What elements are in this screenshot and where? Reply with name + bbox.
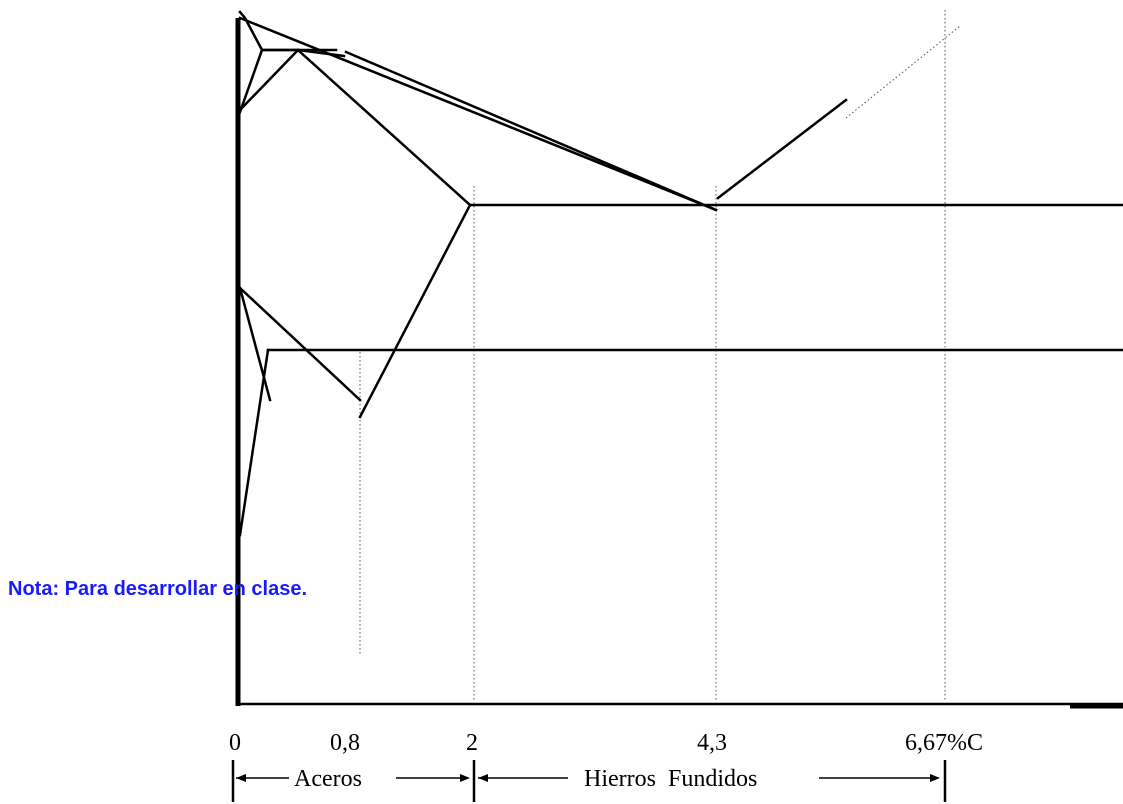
x-tick-4-3: 4,3 [697,730,727,756]
cast-iron-range-label: Hierros Fundidos [584,766,757,792]
composition-guides [359,10,961,700]
x-tick-6-67: 6,67%C [905,730,983,756]
liquidus-austenite [238,16,718,212]
steels-range-label: Aceros [294,766,362,792]
liquidus-segment [344,50,718,212]
class-note: Nota: Para desarrollar en clase. [8,578,307,600]
x-tick-0-8: 0,8 [330,730,360,756]
x-tick-labels: 0 0,8 2 4,3 6,67%C [229,730,983,756]
ferrite-solvus [238,348,270,537]
steels-arrow-left-head [236,774,246,782]
x-tick-2: 2 [466,730,478,756]
delta-solvus-low [238,48,300,112]
a3-line [238,286,362,402]
axes [235,18,1123,709]
range-indicators: Aceros Hierros Fundidos [231,760,947,802]
cast-iron-arrow-right-head [930,774,940,782]
solidus-austenite [296,48,472,207]
steels-arrow-right-head [460,774,470,782]
acm-line [358,203,472,419]
delta-liquidus-left [238,48,264,114]
guide-cementite-liquidus [845,25,961,119]
alpha-gamma-boundary [238,286,272,402]
phase-boundaries [238,10,1123,537]
x-tick-0: 0 [229,730,241,756]
cast-iron-arrow-left-head [478,774,488,782]
cementite-liquidus [716,98,848,200]
